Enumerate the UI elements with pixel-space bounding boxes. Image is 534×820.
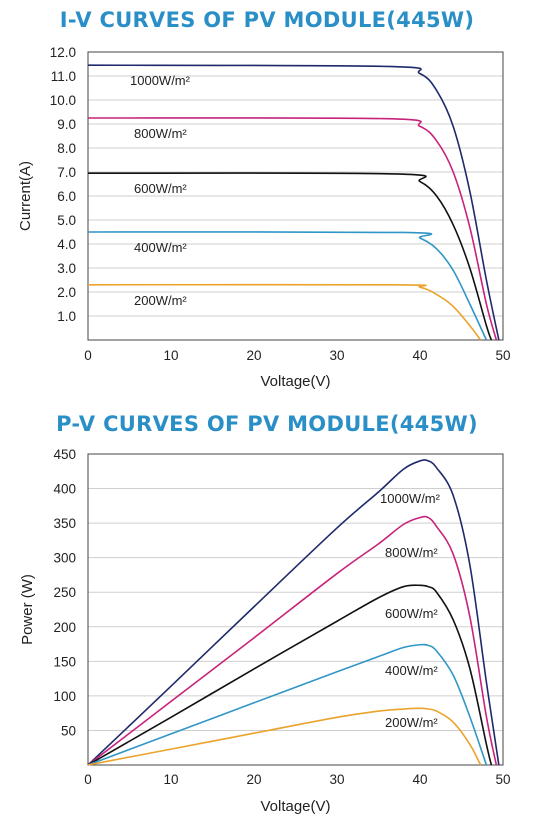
series-line: [87, 231, 488, 341]
series-label: 200W/m²: [385, 715, 438, 730]
series-label: 600W/m²: [134, 181, 187, 196]
x-tick-label: 0: [84, 772, 92, 787]
x-axis-label: Voltage(V): [260, 373, 330, 390]
x-tick-label: 10: [163, 348, 178, 363]
x-tick-label: 40: [412, 772, 427, 787]
x-tick-label: 50: [495, 348, 510, 363]
series-label: 200W/m²: [134, 293, 187, 308]
plot-frame: [87, 453, 504, 766]
series-label: 1000W/m²: [380, 491, 441, 506]
series-label: 800W/m²: [385, 545, 438, 560]
iv-chart-title: I-V CURVES OF PV MODULE(445W): [59, 8, 475, 32]
series-line: [87, 283, 482, 341]
x-tick-label: 20: [246, 348, 261, 363]
x-tick-label: 50: [495, 772, 510, 787]
y-tick-label: 5.0: [57, 213, 76, 228]
x-axis-label: Voltage(V): [260, 798, 330, 815]
y-tick-label: 4.0: [57, 237, 76, 252]
series-line: [87, 515, 498, 766]
y-tick-label: 2.0: [57, 285, 76, 300]
y-tick-label: 250: [53, 585, 76, 600]
y-tick-label: 12.0: [50, 45, 76, 60]
y-axis-label: Current(A): [17, 161, 34, 231]
y-tick-label: 300: [53, 551, 76, 566]
series-label: 800W/m²: [134, 126, 187, 141]
y-tick-label: 8.0: [57, 141, 76, 156]
plot-frame: [87, 51, 504, 341]
y-tick-label: 1.0: [57, 309, 76, 324]
y-tick-label: 400: [53, 482, 76, 497]
x-tick-label: 0: [84, 348, 92, 363]
series-label: 400W/m²: [134, 240, 187, 255]
y-axis-label: Power (W): [19, 574, 36, 645]
series-line: [87, 584, 493, 766]
pv-chart-title: P-V CURVES OF PV MODULE(445W): [56, 412, 478, 436]
series-line: [87, 64, 500, 341]
x-tick-label: 20: [246, 772, 261, 787]
series-line: [87, 707, 482, 766]
series-line: [87, 459, 500, 766]
y-tick-label: 350: [53, 516, 76, 531]
y-tick-label: 11.0: [51, 69, 76, 84]
x-tick-label: 10: [163, 772, 178, 787]
series-label: 1000W/m²: [130, 73, 191, 88]
x-tick-label: 30: [329, 772, 344, 787]
series-line: [87, 172, 493, 341]
series-line: [87, 117, 498, 341]
y-tick-label: 200: [53, 620, 76, 635]
y-tick-label: 6.0: [57, 189, 76, 204]
x-tick-label: 40: [412, 348, 427, 363]
y-tick-label: 9.0: [57, 117, 76, 132]
y-tick-label: 10.0: [50, 93, 76, 108]
pv-chart: 50 100 150 200 250 300 350 400 450 0 10 20 30 40 50 Vol…: [19, 447, 511, 815]
series-label: 600W/m²: [385, 606, 438, 621]
x-tick-label: 30: [329, 348, 344, 363]
y-tick-label: 450: [53, 447, 76, 462]
y-tick-label: 50: [61, 723, 76, 738]
y-tick-label: 7.0: [57, 165, 76, 180]
y-tick-label: 150: [53, 654, 76, 669]
iv-chart: 1.0 2.0 3.0 4.0 5.0 6.0 7.0 8.0 9.0 10.0 11.0 12.0 0…: [17, 45, 511, 390]
y-tick-label: 3.0: [57, 261, 76, 276]
series-line: [87, 643, 488, 766]
series-label: 400W/m²: [385, 663, 438, 678]
y-tick-label: 100: [53, 689, 76, 704]
